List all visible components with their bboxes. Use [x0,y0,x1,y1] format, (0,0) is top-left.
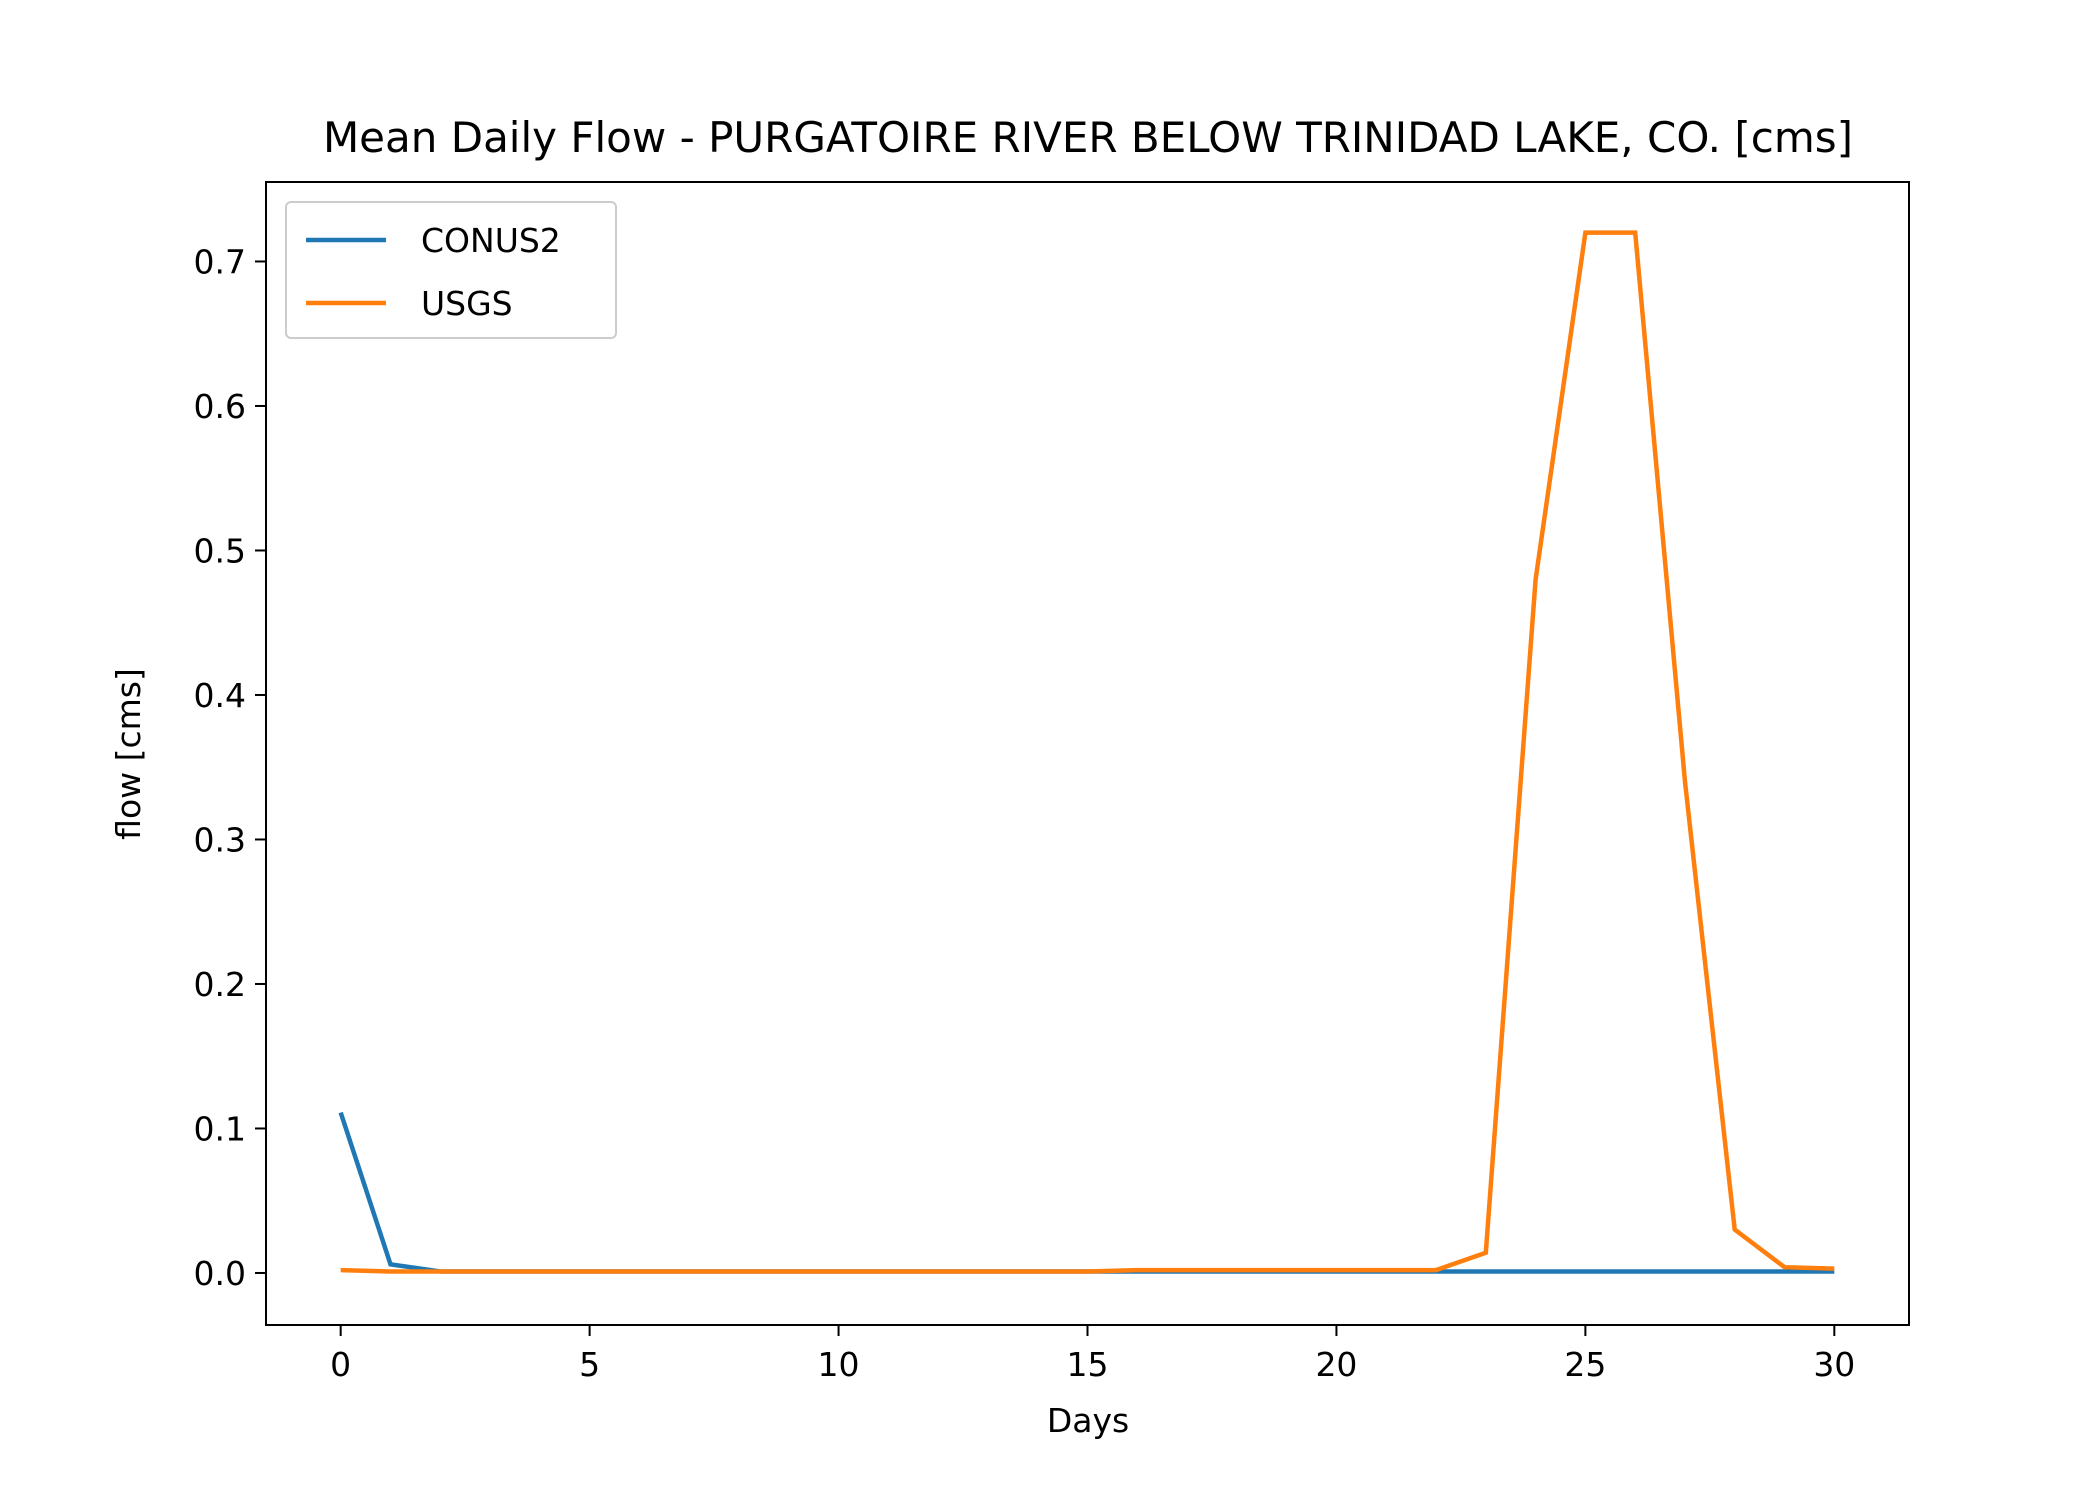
x-tick-label: 10 [818,1345,860,1384]
legend: CONUS2 USGS [285,201,617,339]
x-tick-label: 5 [579,1345,600,1384]
x-axis-label: Days [1047,1401,1129,1440]
x-tick-label: 15 [1067,1345,1109,1384]
y-tick-label: 0.2 [194,965,246,1004]
x-tick-label: 20 [1315,1345,1357,1384]
plot-area [338,230,1835,1274]
plot-frame [265,181,1910,1326]
y-tick-label: 0.4 [194,676,246,715]
y-tick-label: 0.0 [194,1254,246,1293]
x-tick-label: 0 [330,1345,351,1384]
legend-label-usgs: USGS [421,284,513,323]
y-tick-label: 0.5 [194,531,246,570]
y-tick-label: 0.1 [194,1109,246,1148]
y-tick-label: 0.3 [194,820,246,859]
x-tick-label: 30 [1813,1345,1855,1384]
y-tick-label: 0.6 [194,387,246,426]
series-line-usgs [340,230,1835,1274]
y-axis-label: flow [cms] [109,668,148,840]
y-tick-label: 0.7 [194,242,246,281]
legend-label-conus2: CONUS2 [421,221,561,260]
chart-title: Mean Daily Flow - PURGATOIRE RIVER BELOW… [323,113,1853,162]
axis-ticks: 0 5 10 15 20 25 30 0.0 0.1 0.2 0.3 0.4 0.5 0.6 0.7 [194,242,1856,1384]
x-tick-label: 25 [1564,1345,1606,1384]
